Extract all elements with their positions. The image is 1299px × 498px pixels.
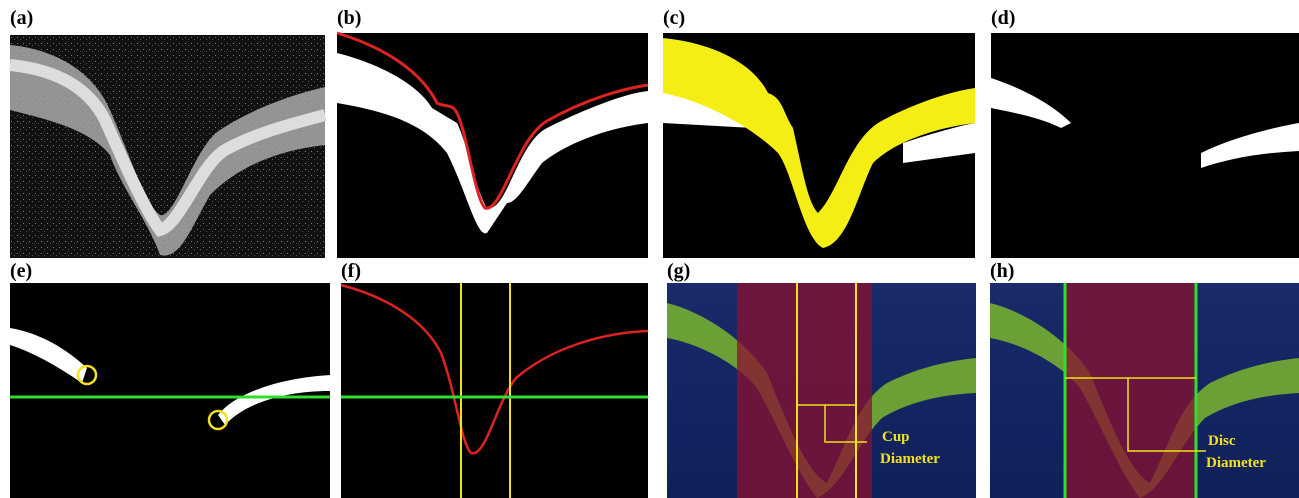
- panel-g: Cup Diameter: [667, 283, 976, 498]
- annotation: Cup: [882, 429, 910, 445]
- figure: (a) (b) (c) (d) (e) (f) (g) (h): [0, 0, 1299, 498]
- panel-label: (f): [341, 260, 361, 282]
- panel-label: (e): [10, 260, 32, 282]
- annotation: Diameter: [1206, 455, 1266, 471]
- panel-label: (b): [337, 7, 361, 29]
- panel-d: [991, 33, 1299, 258]
- panel-label: (c): [663, 7, 685, 29]
- panel-a: [10, 35, 325, 258]
- panel-label: (d): [991, 7, 1015, 29]
- panel-e: [10, 283, 330, 498]
- annotation: Disc: [1208, 433, 1236, 449]
- panel-b: [337, 33, 648, 258]
- panel-label: (h): [990, 260, 1014, 282]
- panel-f: [341, 283, 648, 498]
- panel-label: (g): [667, 260, 690, 282]
- panel-h: Disc Diameter: [990, 283, 1299, 498]
- panel-c: [663, 33, 975, 258]
- annotation: Diameter: [880, 451, 940, 467]
- panel-label: (a): [10, 7, 33, 29]
